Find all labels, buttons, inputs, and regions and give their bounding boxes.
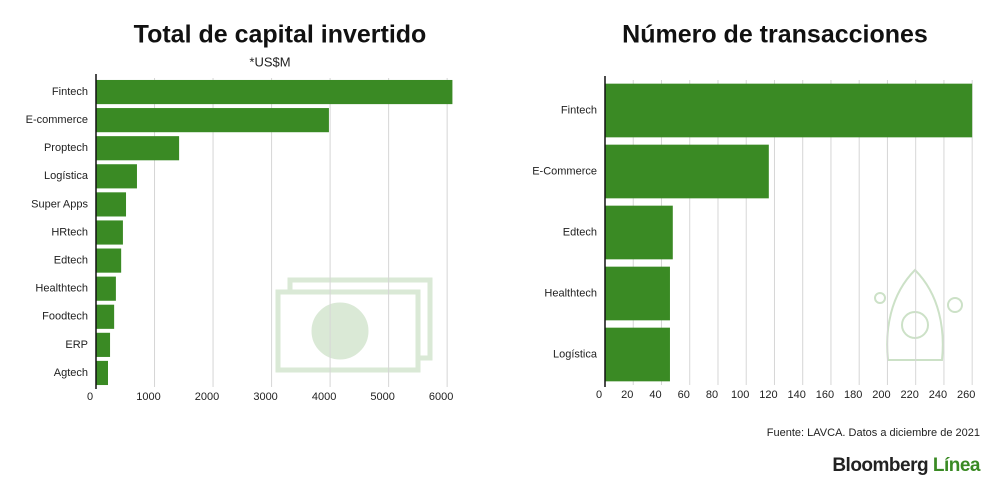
x-tick-label: 20 bbox=[621, 389, 633, 401]
chart-title: Total de capital invertido bbox=[134, 21, 427, 49]
y-tick-label: Healthtech bbox=[35, 283, 88, 295]
x-tick-label: 6000 bbox=[429, 391, 453, 403]
bar bbox=[605, 83, 973, 138]
brand-logo: Bloomberg Línea bbox=[832, 455, 981, 476]
x-tick-label: 0 bbox=[596, 389, 602, 401]
y-tick-label: Edtech bbox=[54, 254, 88, 266]
y-tick-label: Super Apps bbox=[31, 198, 88, 210]
y-tick-label: Edtech bbox=[563, 226, 597, 238]
x-tick-label: 100 bbox=[731, 389, 749, 401]
bar bbox=[96, 220, 123, 245]
rocket-icon bbox=[874, 268, 963, 361]
brand-accent: Línea bbox=[933, 455, 981, 476]
x-tick-label: 3000 bbox=[253, 391, 277, 403]
x-tick-label: 5000 bbox=[370, 391, 394, 403]
y-tick-label: Healthtech bbox=[544, 287, 597, 299]
x-tick-label: 40 bbox=[649, 389, 661, 401]
y-tick-label: E-commerce bbox=[26, 114, 88, 126]
bar bbox=[96, 276, 116, 301]
y-tick-label: Foodtech bbox=[42, 311, 88, 323]
bar bbox=[96, 164, 137, 189]
x-tick-label: 240 bbox=[929, 389, 947, 401]
dollar-icon bbox=[275, 277, 433, 373]
x-tick-label: 1000 bbox=[136, 391, 160, 403]
bar bbox=[605, 205, 673, 260]
x-tick-label: 4000 bbox=[312, 391, 336, 403]
chart-subtitle: *US$M bbox=[249, 54, 290, 69]
y-tick-label: HRtech bbox=[51, 226, 88, 238]
bar bbox=[605, 327, 670, 382]
y-tick-label: E-Commerce bbox=[532, 165, 597, 177]
bar bbox=[96, 108, 329, 133]
y-tick-label: ERP bbox=[65, 339, 88, 351]
bar bbox=[96, 360, 108, 386]
bar bbox=[605, 266, 670, 321]
x-tick-label: 80 bbox=[706, 389, 718, 401]
x-tick-label: 220 bbox=[901, 389, 919, 401]
bar bbox=[605, 144, 769, 199]
x-tick-label: 0 bbox=[87, 391, 93, 403]
bar bbox=[96, 248, 122, 273]
x-tick-label: 120 bbox=[759, 389, 777, 401]
bar bbox=[96, 192, 127, 217]
y-tick-label: Fintech bbox=[561, 104, 597, 116]
x-tick-label: 60 bbox=[678, 389, 690, 401]
y-tick-label: Agtech bbox=[54, 367, 88, 379]
y-tick-label: Logística bbox=[44, 170, 89, 182]
x-tick-label: 160 bbox=[816, 389, 834, 401]
x-tick-label: 180 bbox=[844, 389, 862, 401]
x-tick-label: 260 bbox=[957, 389, 975, 401]
y-tick-label: Logística bbox=[553, 348, 598, 360]
brand-name: Bloomberg bbox=[832, 455, 928, 476]
y-tick-label: Proptech bbox=[44, 142, 88, 154]
bar bbox=[96, 136, 180, 161]
chart-title: Número de transacciones bbox=[622, 21, 928, 49]
x-tick-label: 140 bbox=[788, 389, 806, 401]
bar bbox=[96, 332, 111, 357]
bar bbox=[96, 79, 453, 105]
y-tick-label: Fintech bbox=[52, 86, 88, 98]
x-tick-label: 2000 bbox=[195, 391, 219, 403]
x-tick-label: 200 bbox=[872, 389, 890, 401]
source-note: Fuente: LAVCA. Datos a diciembre de 2021 bbox=[767, 427, 980, 439]
bar bbox=[96, 304, 115, 329]
